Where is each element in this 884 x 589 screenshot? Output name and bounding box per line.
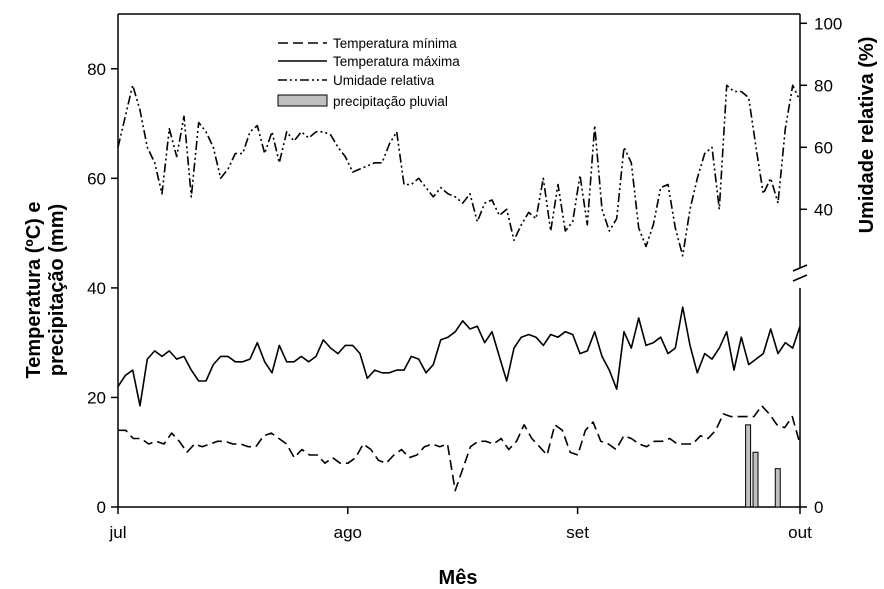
series-line-tmax xyxy=(117,306,801,407)
precipitation-bar xyxy=(752,451,759,508)
y-axis-title-left-line2: precipitação (mm) xyxy=(46,204,68,376)
series-line-tmin xyxy=(118,404,801,492)
y-tick-label-right: 40 xyxy=(814,200,833,219)
axis-break-mark-1 xyxy=(792,264,808,272)
y-tick-label-left: 20 xyxy=(87,388,106,407)
precipitation-bar xyxy=(745,424,752,508)
y-tick-label-right: 60 xyxy=(814,138,833,157)
x-tick-label: jul xyxy=(108,523,126,542)
y-tick-label-left: 0 xyxy=(97,498,106,517)
plot-area xyxy=(117,13,808,508)
y-tick-label-right: 80 xyxy=(814,76,833,95)
series-layer xyxy=(117,84,801,508)
y-tick-label-left: 80 xyxy=(87,60,106,79)
legend-label-precip: precipitação pluvial xyxy=(333,94,448,109)
y-axis-title-right: Umidade relativa (%) xyxy=(856,37,878,234)
y-axis-title-left-line1: Temperatura (ºC) e xyxy=(23,202,45,379)
legend-label-ur: Umidade relativa xyxy=(333,73,435,88)
x-axis-title: Mês xyxy=(439,567,478,589)
precipitation-bar xyxy=(774,468,781,508)
legend-label-tmax: Temperatura máxima xyxy=(333,54,460,69)
y-tick-label-left: 40 xyxy=(87,279,106,298)
x-tick-label: set xyxy=(566,523,589,542)
legend-swatch-precip xyxy=(277,94,328,107)
axis-break-mark-2 xyxy=(792,274,808,282)
y-tick-label-right: 100 xyxy=(814,14,842,33)
x-tick-label: out xyxy=(788,523,812,542)
y-tick-label-left: 60 xyxy=(87,169,106,188)
legend: Temperatura mínima Temperatura máxima Um… xyxy=(277,36,460,109)
x-tick-label: ago xyxy=(334,523,362,542)
series-line-ur xyxy=(117,84,801,257)
legend-label-tmin: Temperatura mínima xyxy=(333,36,457,51)
y-tick-label-right: 0 xyxy=(814,498,823,517)
